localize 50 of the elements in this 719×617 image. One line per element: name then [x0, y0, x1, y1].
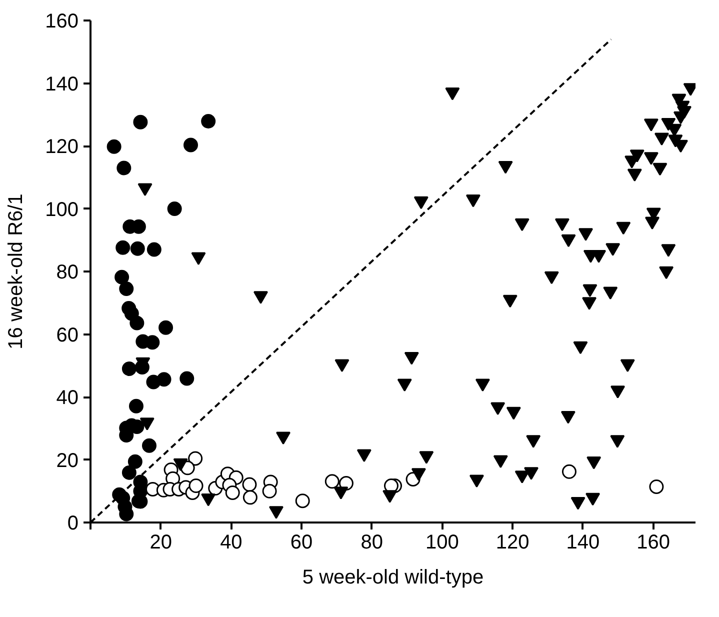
- point: [649, 479, 664, 494]
- x-tick-label: 80: [360, 532, 384, 554]
- point: [158, 320, 174, 335]
- point: [130, 316, 144, 330]
- y-tick-label: 0: [67, 512, 78, 534]
- point: [130, 241, 145, 256]
- x-tick-label: 120: [496, 532, 530, 554]
- point: [201, 114, 216, 128]
- point: [128, 398, 144, 414]
- point: [262, 484, 277, 498]
- point: [146, 242, 162, 257]
- point: [324, 474, 340, 489]
- point: [128, 454, 142, 469]
- y-axis-title: 16 week-old R6/1: [5, 194, 28, 350]
- point: [225, 485, 240, 500]
- point: [180, 371, 194, 386]
- point: [116, 160, 132, 176]
- point: [114, 270, 130, 284]
- y-tick-label: 40: [56, 387, 79, 409]
- point: [167, 202, 182, 216]
- point: [142, 438, 156, 453]
- y-tick-label: 80: [56, 262, 79, 284]
- x-tick-label: 40: [220, 532, 242, 554]
- x-tick-label: 60: [290, 532, 313, 554]
- point: [106, 139, 122, 154]
- y-tick-label: 140: [45, 73, 79, 96]
- y-tick-label: 120: [45, 136, 79, 158]
- point: [156, 372, 172, 387]
- point: [188, 451, 203, 466]
- y-tick-label: 160: [45, 10, 79, 32]
- point: [188, 478, 204, 494]
- x-tick-label: 160: [636, 532, 670, 554]
- point: [295, 494, 310, 508]
- y-tick-label: 100: [45, 198, 79, 221]
- x-axis-title: 5 week-old wild-type: [302, 566, 484, 588]
- x-tick-label: 20: [150, 532, 172, 554]
- point: [116, 240, 130, 255]
- point: [183, 138, 198, 152]
- point: [119, 282, 134, 296]
- point: [133, 114, 148, 130]
- point: [145, 335, 160, 350]
- y-tick-label: 60: [56, 324, 79, 346]
- x-tick-label: 140: [566, 532, 600, 554]
- point: [562, 464, 576, 479]
- y-tick-label: 20: [56, 450, 79, 472]
- point: [122, 362, 136, 376]
- point: [242, 490, 258, 505]
- x-tick-label: 100: [426, 532, 459, 554]
- point: [122, 465, 136, 480]
- point: [242, 477, 257, 492]
